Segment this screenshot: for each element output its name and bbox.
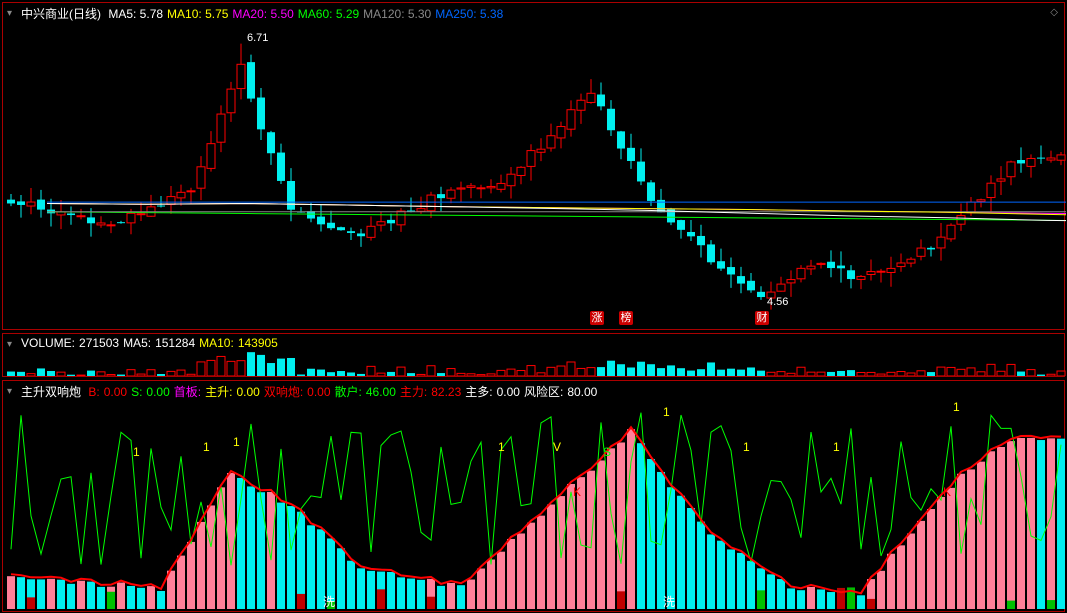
ma-label: MA60: 5.29 <box>298 7 359 21</box>
collapse-icon[interactable] <box>7 5 19 17</box>
price-chart-panel[interactable]: 中兴商业(日线) MA5: 5.78 MA10: 5.75 MA20: 5.50 MA… <box>2 2 1065 330</box>
chart-annotation: 1 <box>498 440 505 454</box>
indicator-title: 主升双响炮 <box>21 385 81 399</box>
chart-annotation: 1 <box>743 440 750 454</box>
chart-annotation: 1 <box>953 400 960 414</box>
ma-label: MA120: 5.30 <box>363 7 431 21</box>
ma-label: MA250: 5.38 <box>435 7 503 21</box>
chart-annotation: 1 <box>663 405 670 419</box>
ma-label: MA10: 5.75 <box>167 7 228 21</box>
chart-annotation: 1 <box>203 440 210 454</box>
ma-label: MA20: 5.50 <box>232 7 293 21</box>
chart-annotation: V <box>553 440 561 454</box>
volume-header: VOLUME:271503MA5:151284MA10:143905 <box>21 336 282 350</box>
volume-panel[interactable]: VOLUME:271503MA5:151284MA10:143905 <box>2 333 1065 377</box>
chart-annotation: K <box>573 485 581 499</box>
chart-annotation: S <box>603 445 611 459</box>
collapse-icon[interactable] <box>7 336 19 348</box>
indicator-chart[interactable]: 1 1 1 洗 1 V K S 1 洗 1 1 1 K <box>3 381 1066 611</box>
chart-annotation: 1 <box>833 440 840 454</box>
chart-annotation: 洗 <box>323 595 335 609</box>
ma-label: MA5: 5.78 <box>108 7 163 21</box>
chart-annotation: 洗 <box>663 595 675 609</box>
indicator-panel[interactable]: 主升双响炮 B:0.00S:0.00首板:主升:0.00双响炮:0.00散户:4… <box>2 380 1065 612</box>
diamond-icon[interactable]: ◇ <box>1050 7 1058 18</box>
chart-annotation: K <box>943 485 951 499</box>
price-chart[interactable] <box>3 3 1066 329</box>
chart-annotation: 1 <box>133 445 140 459</box>
stock-title: 中兴商业(日线) <box>21 7 101 21</box>
collapse-icon[interactable] <box>7 383 19 395</box>
chart-annotation: 1 <box>233 435 240 449</box>
